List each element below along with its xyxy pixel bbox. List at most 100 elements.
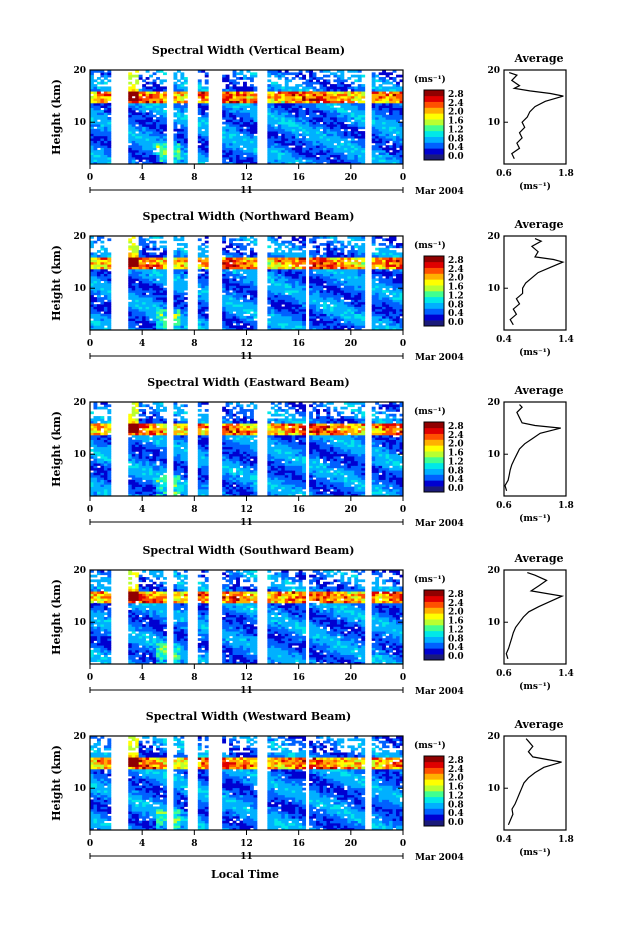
x-tick-label: 8 xyxy=(191,505,197,515)
colorbar-swatch xyxy=(424,433,444,440)
colorbar-swatch xyxy=(424,267,444,274)
colorbar-unit: (ms⁻¹) xyxy=(414,406,446,417)
colorbar-unit: (ms⁻¹) xyxy=(414,740,446,751)
x-tick-label: 12 xyxy=(240,505,253,515)
avg-x-tick-label: 1.4 xyxy=(558,669,574,679)
x-tick-label: 20 xyxy=(345,505,358,515)
avg-y-tick-label: 10 xyxy=(487,118,500,128)
colorbar-tick-label: 2.4 xyxy=(448,431,464,441)
heatmap xyxy=(90,70,404,165)
average-frame xyxy=(503,69,567,165)
colorbar-swatch xyxy=(424,802,444,809)
colorbar-swatch xyxy=(424,130,444,137)
colorbar-swatch xyxy=(424,607,444,614)
colorbar-swatch xyxy=(424,90,444,97)
x-tick-label: 0 xyxy=(400,839,406,849)
x-tick-label: 8 xyxy=(191,173,197,183)
colorbar-tick-label: 0.0 xyxy=(448,318,464,328)
x-tick-label: 0 xyxy=(87,839,93,849)
x-tick-label: 12 xyxy=(240,339,253,349)
colorbar-tick-label: 1.6 xyxy=(448,117,464,127)
colorbar-swatch xyxy=(424,630,444,637)
x-tick-label: 20 xyxy=(345,339,358,349)
panel-title: Spectral Width (Westward Beam) xyxy=(146,710,351,723)
y-tick-label: 20 xyxy=(73,398,86,408)
colorbar-swatch xyxy=(424,796,444,803)
colorbar-swatch xyxy=(424,613,444,620)
heatmap xyxy=(90,402,404,497)
colorbar-tick-label: 1.2 xyxy=(448,457,464,467)
colorbar: (ms⁻¹)2.82.42.01.61.20.80.40.0 xyxy=(414,406,464,494)
colorbar-swatch xyxy=(424,468,444,475)
x-axis-label: Local Time xyxy=(211,868,279,881)
average-unit: (ms⁻¹) xyxy=(519,181,551,192)
panel-4: Spectral Width (Southward Beam) 20 10 Heigh… xyxy=(50,544,574,697)
colorbar-swatch xyxy=(424,445,444,452)
panel-title: Spectral Width (Eastward Beam) xyxy=(147,376,349,389)
average-frame xyxy=(503,235,567,331)
y-tick-label: 20 xyxy=(73,732,86,742)
colorbar-unit: (ms⁻¹) xyxy=(414,74,446,85)
y-tick-label: 10 xyxy=(73,618,86,628)
colorbar-swatch xyxy=(424,808,444,815)
colorbar-swatch xyxy=(424,308,444,315)
average-title: Average xyxy=(513,218,563,231)
average-unit: (ms⁻¹) xyxy=(519,681,551,692)
colorbar-swatch xyxy=(424,486,444,493)
colorbar-swatch xyxy=(424,95,444,102)
avg-x-tick-label: 0.6 xyxy=(496,669,512,679)
average-profile-line xyxy=(504,404,561,491)
colorbar-swatch xyxy=(424,625,444,632)
date-label: Mar 2004 xyxy=(415,687,464,697)
x-tick-label: 4 xyxy=(139,673,145,683)
avg-y-tick-label: 10 xyxy=(487,450,500,460)
x-tick-label: 8 xyxy=(191,339,197,349)
date-label: Mar 2004 xyxy=(415,519,464,529)
colorbar-swatch xyxy=(424,148,444,155)
average-unit: (ms⁻¹) xyxy=(519,513,551,524)
y-axis-label: Height (km) xyxy=(50,245,63,321)
colorbar-swatch xyxy=(424,320,444,327)
colorbar: (ms⁻¹)2.82.42.01.61.20.80.40.0 xyxy=(414,574,464,662)
colorbar-swatch xyxy=(424,291,444,298)
y-tick-label: 10 xyxy=(73,284,86,294)
y-axis-label: Height (km) xyxy=(50,411,63,487)
colorbar-swatch xyxy=(424,119,444,126)
panel-5: Spectral Width (Westward Beam) 20 10 Height… xyxy=(50,710,574,863)
average-unit: (ms⁻¹) xyxy=(519,847,551,858)
colorbar-tick-label: 0.0 xyxy=(448,484,464,494)
average-panel: Average 20 10 0.6 1.4 (ms⁻¹) xyxy=(487,552,573,692)
panel-title: Spectral Width (Northward Beam) xyxy=(143,210,355,223)
x-tick-label: 4 xyxy=(139,839,145,849)
colorbar-swatch xyxy=(424,314,444,321)
avg-y-tick-label: 20 xyxy=(487,566,500,576)
colorbar-swatch xyxy=(424,590,444,597)
colorbar-frame xyxy=(423,255,445,327)
colorbar-swatch xyxy=(424,785,444,792)
heatmap xyxy=(90,736,404,831)
colorbar-tick-label: 2.0 xyxy=(448,774,464,784)
x-tick-label: 20 xyxy=(345,839,358,849)
average-unit: (ms⁻¹) xyxy=(519,347,551,358)
colorbar-frame xyxy=(423,589,445,661)
average-profile-line xyxy=(505,572,565,659)
day-label: 11 xyxy=(240,686,253,696)
colorbar-tick-label: 2.8 xyxy=(448,756,464,766)
colorbar-tick-label: 0.8 xyxy=(448,466,464,476)
average-panel: Average 20 10 0.6 1.8 (ms⁻¹) xyxy=(487,52,573,192)
x-tick-label: 0 xyxy=(400,505,406,515)
x-tick-label: 0 xyxy=(87,505,93,515)
average-title: Average xyxy=(513,384,563,397)
colorbar-swatch xyxy=(424,136,444,143)
colorbar-tick-label: 0.0 xyxy=(448,818,464,828)
average-frame xyxy=(503,735,567,831)
x-tick-label: 0 xyxy=(87,339,93,349)
colorbar-swatch xyxy=(424,756,444,763)
average-title: Average xyxy=(513,552,563,565)
colorbar-tick-label: 2.4 xyxy=(448,265,464,275)
avg-x-tick-label: 1.8 xyxy=(558,169,574,179)
colorbar-swatch xyxy=(424,107,444,114)
avg-x-tick-label: 0.6 xyxy=(496,501,512,511)
average-title: Average xyxy=(513,718,563,731)
